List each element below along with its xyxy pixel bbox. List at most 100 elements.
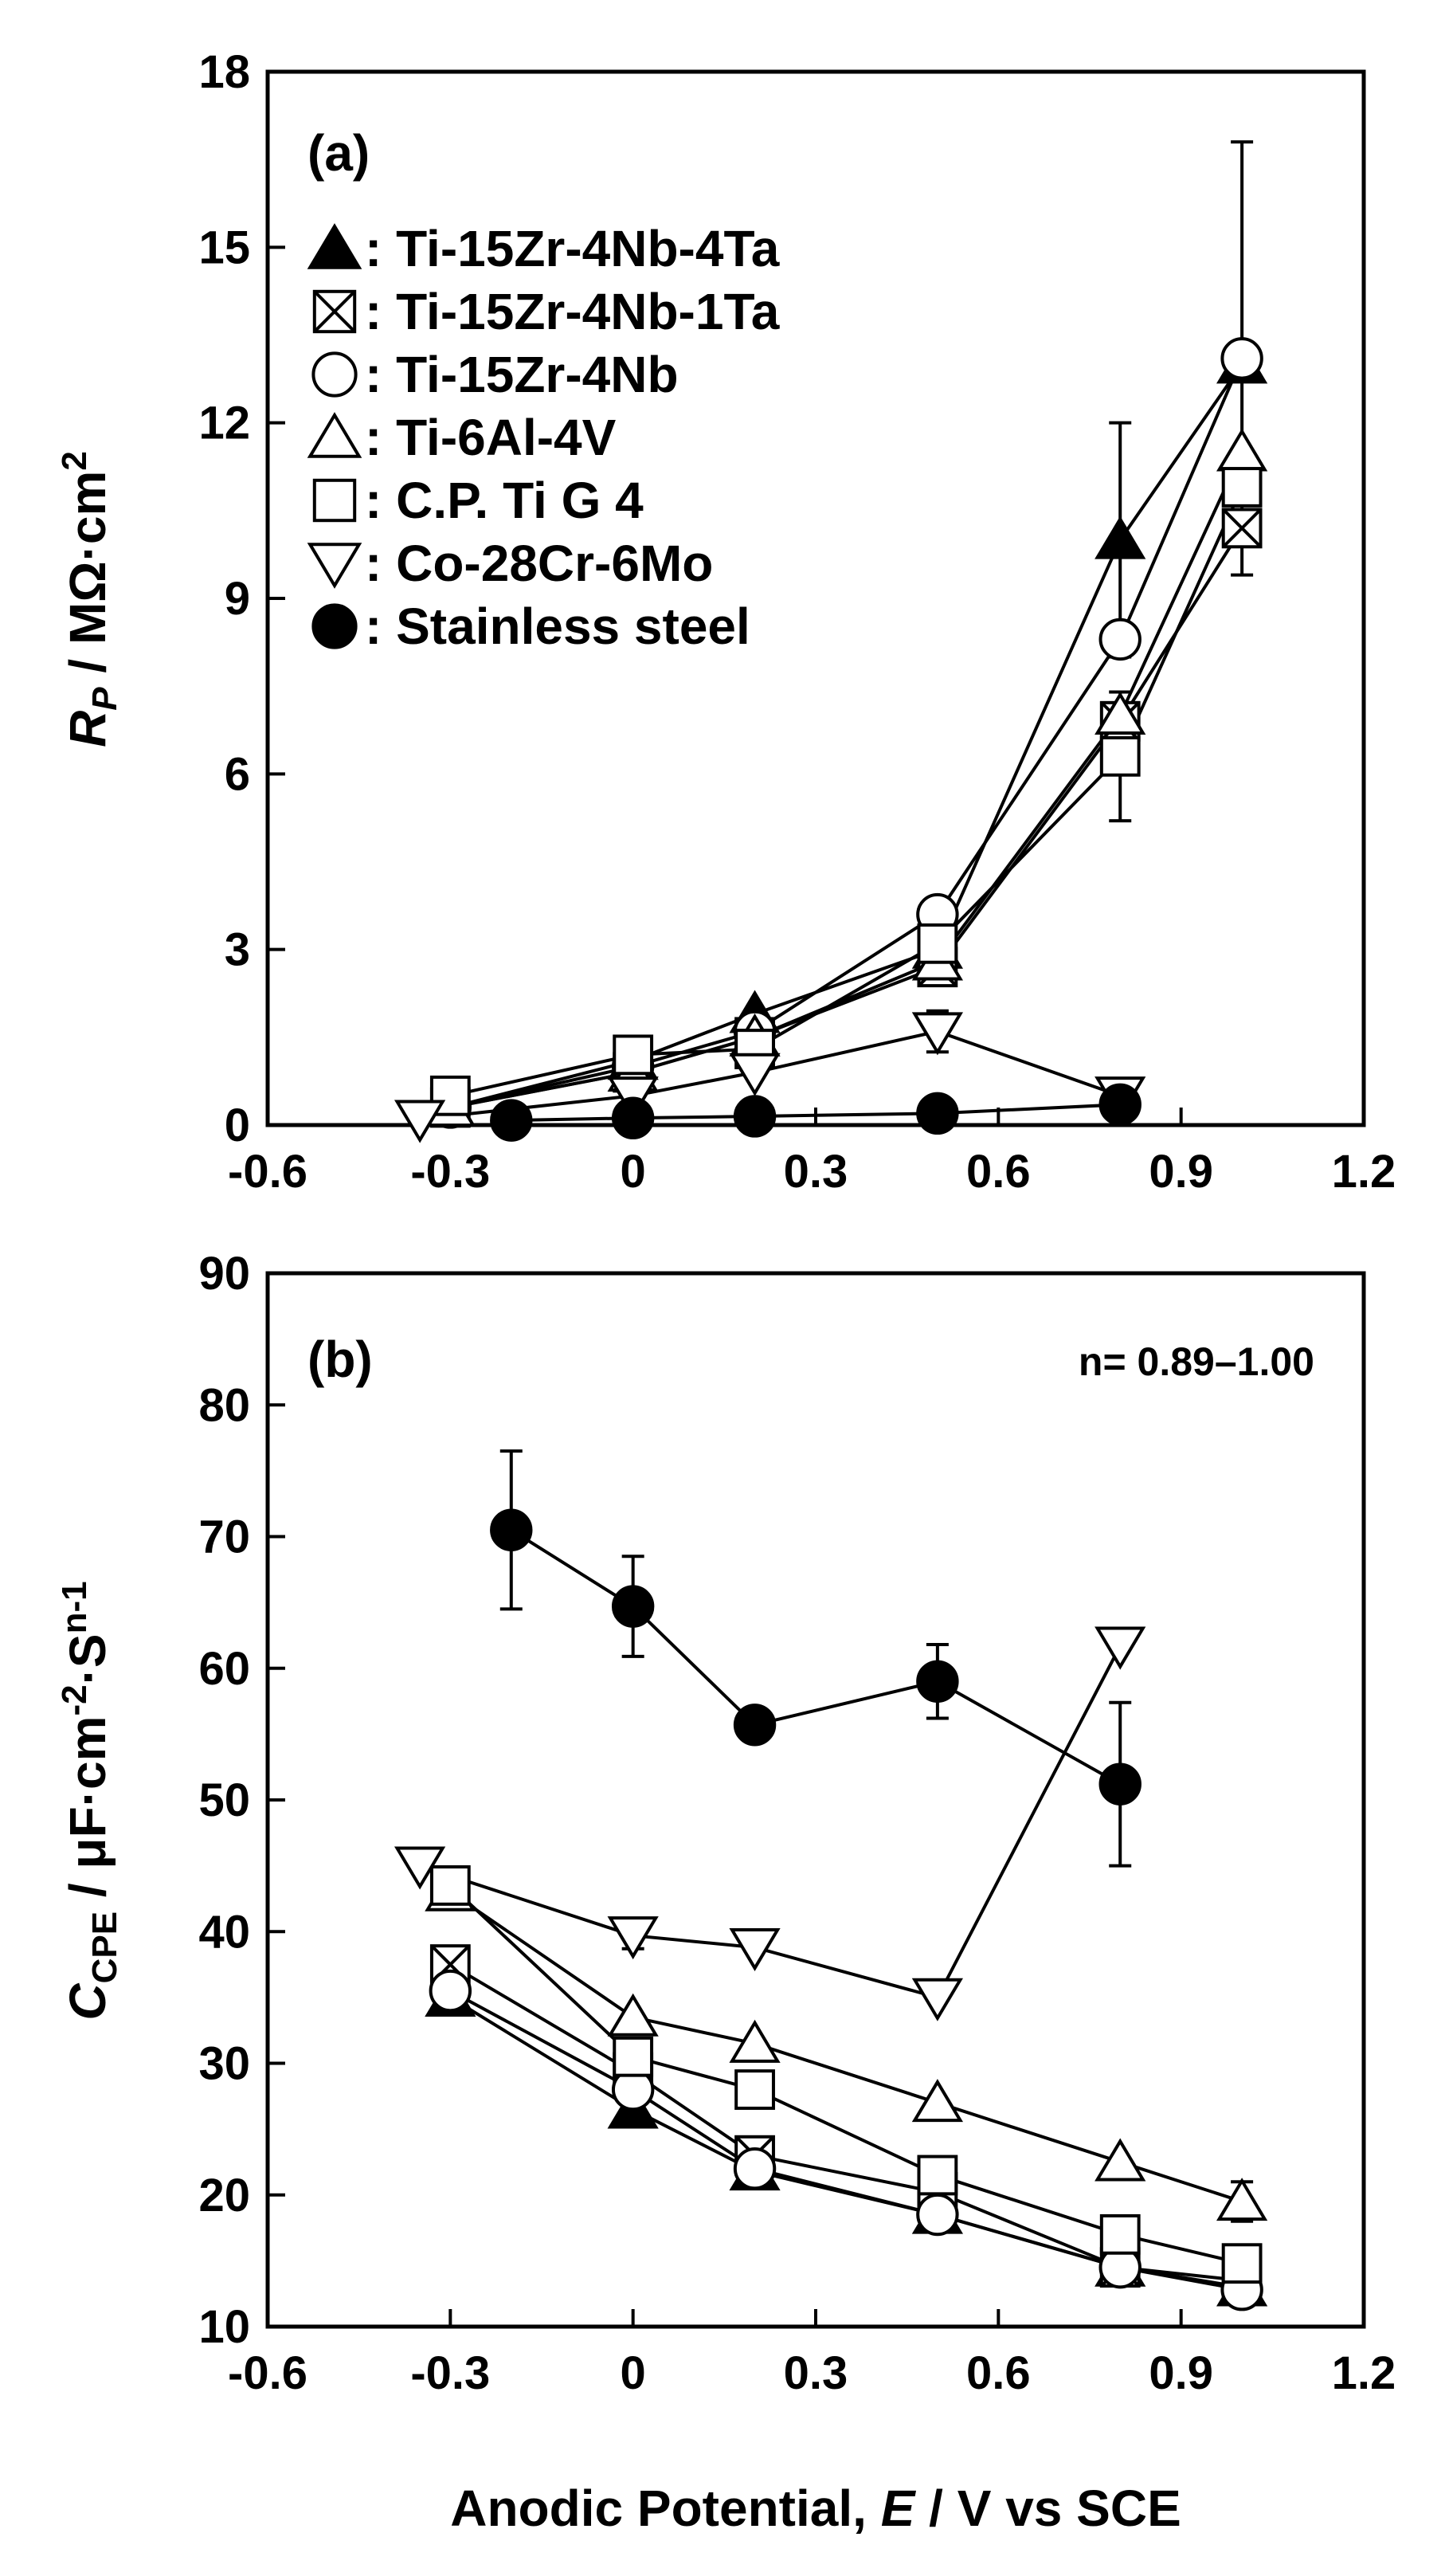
- legend-label: : Ti-15Zr-4Nb: [365, 346, 679, 403]
- data-point: [1095, 1626, 1146, 1670]
- x-tick-label: 0.6: [966, 1146, 1031, 1198]
- x-tick-label: -0.3: [410, 2347, 490, 2399]
- legend-label: : Ti-6Al-4V: [365, 409, 617, 466]
- data-point: [1221, 467, 1263, 508]
- data-point: [733, 1704, 777, 1747]
- y-tick-label: 40: [198, 1906, 250, 1958]
- x-tick-label: 0: [621, 1146, 646, 1198]
- data-point: [611, 1585, 655, 1628]
- panel-b: (b) n= 0.89–1.00 -0.6 -0.3 0 0.3 0.6 0.9 1.2 1…: [55, 1248, 1396, 2537]
- legend-marker: [312, 478, 357, 523]
- series-line: [449, 358, 1243, 1109]
- data-point: [911, 1012, 964, 1056]
- legend-marker: [311, 603, 358, 649]
- panel-b-series: [394, 1449, 1268, 2311]
- data-point: [1098, 618, 1142, 661]
- data-point: [733, 1095, 777, 1138]
- y-tick-label: 50: [198, 1774, 250, 1826]
- y-tick-label: 18: [198, 46, 250, 98]
- data-point: [1220, 337, 1263, 380]
- data-point: [911, 2079, 964, 2123]
- y-tick-label: 90: [198, 1248, 250, 1300]
- y-tick-label: 80: [198, 1379, 250, 1431]
- data-point: [1098, 1083, 1142, 1126]
- y-tick-label: 15: [198, 222, 250, 273]
- data-point: [613, 1034, 654, 1076]
- y-tick-label: 3: [225, 924, 250, 976]
- data-point: [917, 2155, 958, 2196]
- data-point: [490, 1508, 533, 1551]
- data-point: [1216, 2178, 1268, 2221]
- data-point: [394, 1846, 446, 1890]
- panel-b-y-axis: 10 20 30 40 50 60 70 80 90: [198, 1248, 285, 2353]
- legend-label: : Ti-15Zr-4Nb-4Ta: [365, 220, 780, 277]
- series-line: [449, 486, 1243, 1098]
- data-point: [1095, 691, 1146, 735]
- y-tick-label: 9: [225, 573, 250, 625]
- panel-b-label: (b): [307, 1331, 373, 1388]
- data-point: [916, 2193, 959, 2237]
- panel-a-series: [394, 140, 1268, 1143]
- y-tick-label: 60: [198, 1643, 250, 1695]
- panel-b-y-axis-title: CCPE / μF·cm-2·Sn-1: [55, 1581, 124, 2020]
- panel-a-legend: : Ti-15Zr-4Nb-4Ta : Ti-15Zr-4Nb-1Ta : Ti-1…: [307, 220, 780, 655]
- data-point: [916, 1660, 959, 1703]
- panel-a: (a) -0.6 -0.3 0 0.3 0.6 0.9 1.2 0 3 6 9 12 15 18 : T…: [55, 46, 1396, 1198]
- y-tick-label: 70: [198, 1511, 250, 1563]
- data-point: [916, 1092, 959, 1135]
- x-tick-label: 0.3: [784, 1146, 848, 1198]
- data-point: [734, 2069, 775, 2110]
- legend-marker: [307, 223, 362, 269]
- legend-label: : Ti-15Zr-4Nb-1Ta: [365, 283, 780, 340]
- panel-b-annotation: n= 0.89–1.00: [1079, 1339, 1314, 1384]
- series-line: [449, 363, 1243, 1109]
- series-line: [449, 1891, 1243, 2203]
- series-line: [449, 451, 1243, 1109]
- data-point: [613, 2036, 654, 2077]
- x-tick-label: 0.9: [1149, 1146, 1213, 1198]
- data-point: [1099, 735, 1141, 777]
- x-tick-label: 0.6: [966, 2347, 1031, 2399]
- y-tick-label: 20: [198, 2170, 250, 2221]
- legend-marker: [307, 543, 362, 589]
- data-point: [729, 1053, 781, 1096]
- panel-b-x-axis-title: Anodic Potential, E / V vs SCE: [450, 2480, 1181, 2537]
- data-point: [607, 1916, 659, 1960]
- series-line: [448, 1884, 1243, 2265]
- legend-marker: [307, 412, 362, 458]
- data-point: [611, 1096, 655, 1139]
- x-tick-label: 0: [621, 2347, 646, 2399]
- data-point: [729, 2019, 781, 2063]
- data-point: [729, 1927, 781, 1971]
- y-tick-label: 0: [225, 1100, 250, 1151]
- data-point: [1095, 2138, 1146, 2182]
- data-point: [1216, 428, 1268, 472]
- y-tick-label: 6: [225, 748, 250, 800]
- data-point: [733, 2147, 777, 2190]
- y-tick-label: 30: [198, 2038, 250, 2090]
- y-tick-label: 10: [198, 2301, 250, 2353]
- x-tick-label: 0.9: [1149, 2347, 1213, 2399]
- panel-a-label: (a): [307, 124, 370, 182]
- series-line: [510, 1528, 1122, 1786]
- panel-a-x-axis: -0.6 -0.3 0 0.3 0.6 0.9 1.2: [228, 1108, 1396, 1198]
- data-point: [1098, 1762, 1142, 1806]
- data-point: [1095, 516, 1146, 559]
- panel-b-x-axis: -0.6 -0.3 0 0.3 0.6 0.9 1.2: [228, 2309, 1396, 2399]
- data-point: [429, 1865, 471, 1906]
- legend-label: : Stainless steel: [365, 598, 750, 655]
- legend-label: : C.P. Ti G 4: [365, 472, 644, 529]
- x-tick-label: -0.6: [228, 1146, 307, 1198]
- y-tick-label: 12: [198, 398, 250, 449]
- x-tick-label: -0.6: [228, 2347, 307, 2399]
- x-tick-label: -0.3: [410, 1146, 490, 1198]
- data-point: [911, 1978, 964, 2021]
- data-point: [1221, 2243, 1263, 2284]
- data-point: [490, 1099, 533, 1142]
- data-point: [394, 1100, 446, 1143]
- legend-marker: [312, 289, 357, 334]
- legend-marker: [311, 351, 358, 398]
- panel-a-y-axis: 0 3 6 9 12 15 18: [198, 46, 285, 1151]
- data-point: [1221, 508, 1263, 549]
